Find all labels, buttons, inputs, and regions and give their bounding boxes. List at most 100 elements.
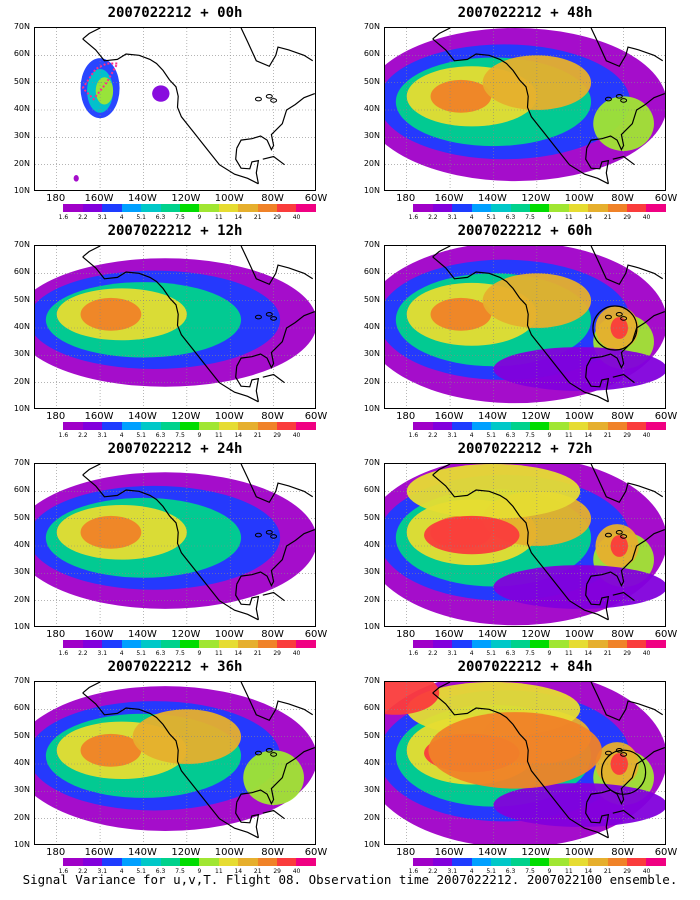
longitude-label: 100W [214,629,244,640]
latitude-label: 60N [13,703,30,713]
longitude-label: 160W [84,193,114,204]
coastline [236,311,315,369]
coastline [432,38,609,185]
longitude-label: 60W [654,193,678,204]
colorbar-segment [510,204,530,212]
colorbar [394,858,666,866]
map-plot [384,463,666,627]
colorbar-tick-label: 29 [273,650,281,657]
longitude-label: 160W [434,847,464,858]
colorbar-tick-label: 11 [215,868,223,875]
colorbar-tick-label: 9 [197,868,202,875]
variance-contour [152,85,170,102]
longitude-label: 140W [477,411,507,422]
latitude-label: 30N [13,567,30,577]
map-plot [384,245,666,409]
longitude-label: 80W [261,193,284,204]
colorbar-tick-label: 4 [119,868,124,875]
colorbar-tick-label: 9 [547,868,552,875]
latitude-label: 60N [13,49,30,59]
colorbar-tick-label: 40 [642,214,651,221]
colorbar-tick-label: 4 [469,432,474,439]
colorbar-segment [121,640,142,648]
colorbar-segment [218,422,239,430]
colorbar-segment [102,640,122,648]
forecast-panel: 2007022212 + 84h 70N 60N 50N 40N 30N 20N 10N 180… [350,659,690,875]
colorbar-segment [296,204,316,212]
colorbar-segment [179,422,200,430]
colorbar-tick-label: 14 [234,650,243,657]
colorbar-tick-label: 40 [292,868,301,875]
coastline [240,682,314,722]
lake-outline [620,98,628,103]
longitude-label: 140W [477,193,507,204]
panel-title: 2007022212 + 24h [107,441,243,457]
colorbar-tick-label: 3.1 [447,432,458,439]
coastline [235,366,260,402]
colorbar-labels: 1.6 2.2 3.1 4 5.1 6.3 7.5 9 11 14 21 29 40 [394,650,666,658]
colorbar-tick-label: 21 [603,432,612,439]
variance-map-svg [385,464,665,626]
colorbar-segment [277,640,297,648]
flight-track-dotted [81,62,120,101]
colorbar-segment [549,422,569,430]
colorbar-segment [218,858,239,866]
colorbar-tick-label: 11 [565,214,573,221]
colorbar-tick-label: 2.2 [428,432,438,439]
colorbar-segment [646,858,666,866]
colorbar-segment [257,640,278,648]
longitude-label: 140W [477,847,507,858]
latitude-label: 10N [13,186,30,195]
coastline [585,366,610,402]
colorbar-segment [549,204,569,212]
colorbar-tick-label: 40 [292,432,301,439]
latitude-label: 30N [13,785,30,795]
colorbar-segment [627,422,647,430]
latitude-label: 50N [363,730,380,740]
colorbar-segment [141,204,161,212]
colorbar-segment [102,858,122,866]
latitude-label: 70N [363,458,380,467]
longitude-label: 180 [396,629,416,640]
colorbar-labels: 1.6 2.2 3.1 4 5.1 6.3 7.5 9 11 14 21 29 40 [44,650,316,658]
colorbar-segment [141,858,161,866]
colorbar-segment [179,640,200,648]
colorbar-tick-label: 40 [642,650,651,657]
colorbar-segment [452,204,472,212]
colorbar-segment [627,858,647,866]
colorbar-segment [432,640,453,648]
colorbar-tick-label: 29 [623,868,631,875]
colorbar-segment [121,858,142,866]
lake-outline [604,96,612,102]
colorbar-segment [179,858,200,866]
coastline [586,529,665,587]
variance-map-svg [35,682,315,844]
colorbar-tick-label: 4 [469,868,474,875]
longitude-label: 60W [304,193,328,204]
colorbar [394,640,666,648]
longitude-label: 180 [46,847,66,858]
colorbar-segment [529,204,550,212]
latitude-label: 40N [13,540,30,549]
latitude-label: 10N [13,404,30,413]
coastline [235,148,260,184]
variance-contour [593,96,654,151]
coastline [585,584,610,620]
latitude-label: 40N [13,758,30,767]
colorbar-tick-label: 5.1 [486,868,496,875]
longitude-label: 60W [304,629,328,640]
colorbar-segment [44,640,64,648]
colorbar-tick-label: 9 [197,432,202,439]
map-plot [34,27,316,191]
colorbar-tick-label: 7.5 [525,214,535,221]
colorbar-tick-label: 4 [119,432,124,439]
colorbar-segment [277,858,297,866]
longitude-label: 60W [304,411,328,422]
longitude-label: 120W [521,847,551,858]
coastline [82,28,101,40]
latitude-label: 20N [363,376,380,386]
colorbar-segment [199,422,219,430]
colorbar-segment [82,422,103,430]
longitude-label: 160W [84,847,114,858]
colorbar-segment [413,640,433,648]
